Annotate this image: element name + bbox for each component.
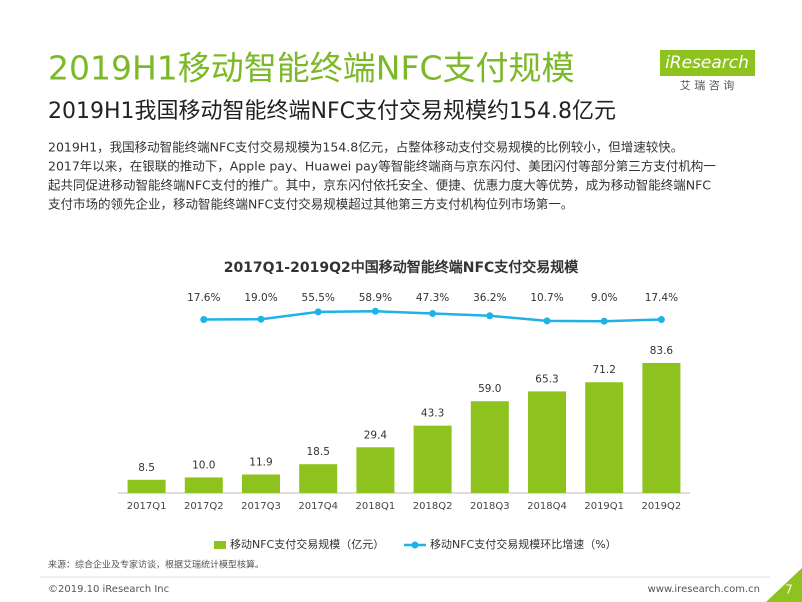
paragraph-line: 2017年以来，在银联的推动下，Apple pay、Huawei pay等智能终… [48,159,716,174]
data-label: 18.5 [307,446,330,458]
line-point [600,317,608,325]
line-point [429,310,437,318]
legend-label: 移动NFC支付交易规模环比增速（%） [430,537,617,551]
chart-title: 2017Q1-2019Q2中国移动智能终端NFC支付交易规模 [224,259,580,276]
x-tick-label: 2019Q1 [584,501,624,512]
data-label: 71.2 [593,364,616,376]
bar [413,425,452,493]
source: 来源：综合企业及专家访谈，根据艾瑞统计模型核算。 [48,559,264,571]
line-point [257,315,265,323]
x-tick-label: 2018Q1 [356,501,396,512]
data-label: 36.2% [473,292,506,304]
logo-box [660,50,755,76]
bar [470,401,509,493]
data-label: 10.0 [192,459,215,471]
page-corner [766,568,802,602]
title: 2019H1移动智能终端NFC支付规模 [48,49,575,88]
paragraph-line: 起共同促进移动智能终端NFC支付的推广。其中，京东闪付依托安全、便捷、优惠力度大… [48,178,711,193]
body: 2019H1，我国移动智能终端NFC支付交易规模为154.8亿元，占整体移动支付… [48,140,716,212]
data-label: 58.9% [359,292,392,304]
data-label: 11.9 [249,456,272,468]
copyright: ©2019.10 iResearch Inc [48,584,169,595]
line-point [200,315,208,323]
logo: iResearch [665,53,749,73]
x-tick-label: 2018Q4 [527,501,567,512]
x-tick-label: 2019Q2 [642,501,682,512]
line-point [486,312,494,320]
subtitle: 2019H1我国移动智能终端NFC支付交易规模约154.8亿元 [48,99,616,124]
page-number: 7 [785,583,793,597]
bar [528,391,566,493]
data-label: 65.3 [535,373,558,385]
x-tick-label: 2018Q2 [413,501,453,512]
line-point [657,316,665,324]
bar [585,382,624,493]
data-label: 55.5% [302,292,335,304]
x-tick-label: 2017Q3 [241,501,281,512]
line-point [314,308,322,316]
data-label: 19.0% [244,292,277,304]
data-label: 17.4% [645,292,678,304]
line-point [371,307,379,315]
x-tick-label: 2017Q4 [298,501,338,512]
bar [127,479,166,493]
bar [356,447,395,493]
data-label: 8.5 [138,462,155,474]
data-label: 17.6% [187,292,220,304]
data-label: 59.0 [478,383,501,395]
url: www.iresearch.com.cn [648,584,760,595]
logo-cn: 艾 瑞 咨 询 [680,78,735,92]
x-tick-label: 2018Q3 [470,501,510,512]
x-tick-label: 2017Q2 [184,501,224,512]
data-label: 10.7% [530,292,563,304]
bar [299,464,338,493]
data-label: 29.4 [364,429,388,441]
legend-swatch [214,541,226,549]
bar [642,362,681,493]
data-label: 43.3 [421,408,444,420]
bar [242,474,280,493]
chart: 2017Q1 2017Q2 2017Q3 2017Q4 2018Q1 2018Q2 2018… [118,292,690,551]
x-tick-label: 2017Q1 [127,501,167,512]
data-label: 83.6 [650,345,674,357]
line-point [543,317,551,325]
legend-label: 移动NFC支付交易规模（亿元） [230,537,384,551]
paragraph-line: 2019H1，我国移动智能终端NFC支付交易规模为154.8亿元，占整体移动支付… [48,140,683,155]
bar [184,477,223,493]
legend-swatch [411,541,419,549]
data-label: 47.3% [416,292,449,304]
data-label: 9.0% [591,292,618,304]
paragraph-line: 支付市场的领先企业，移动智能终端NFC支付交易规模超过其他第三方支付机构位列市场… [48,197,573,212]
